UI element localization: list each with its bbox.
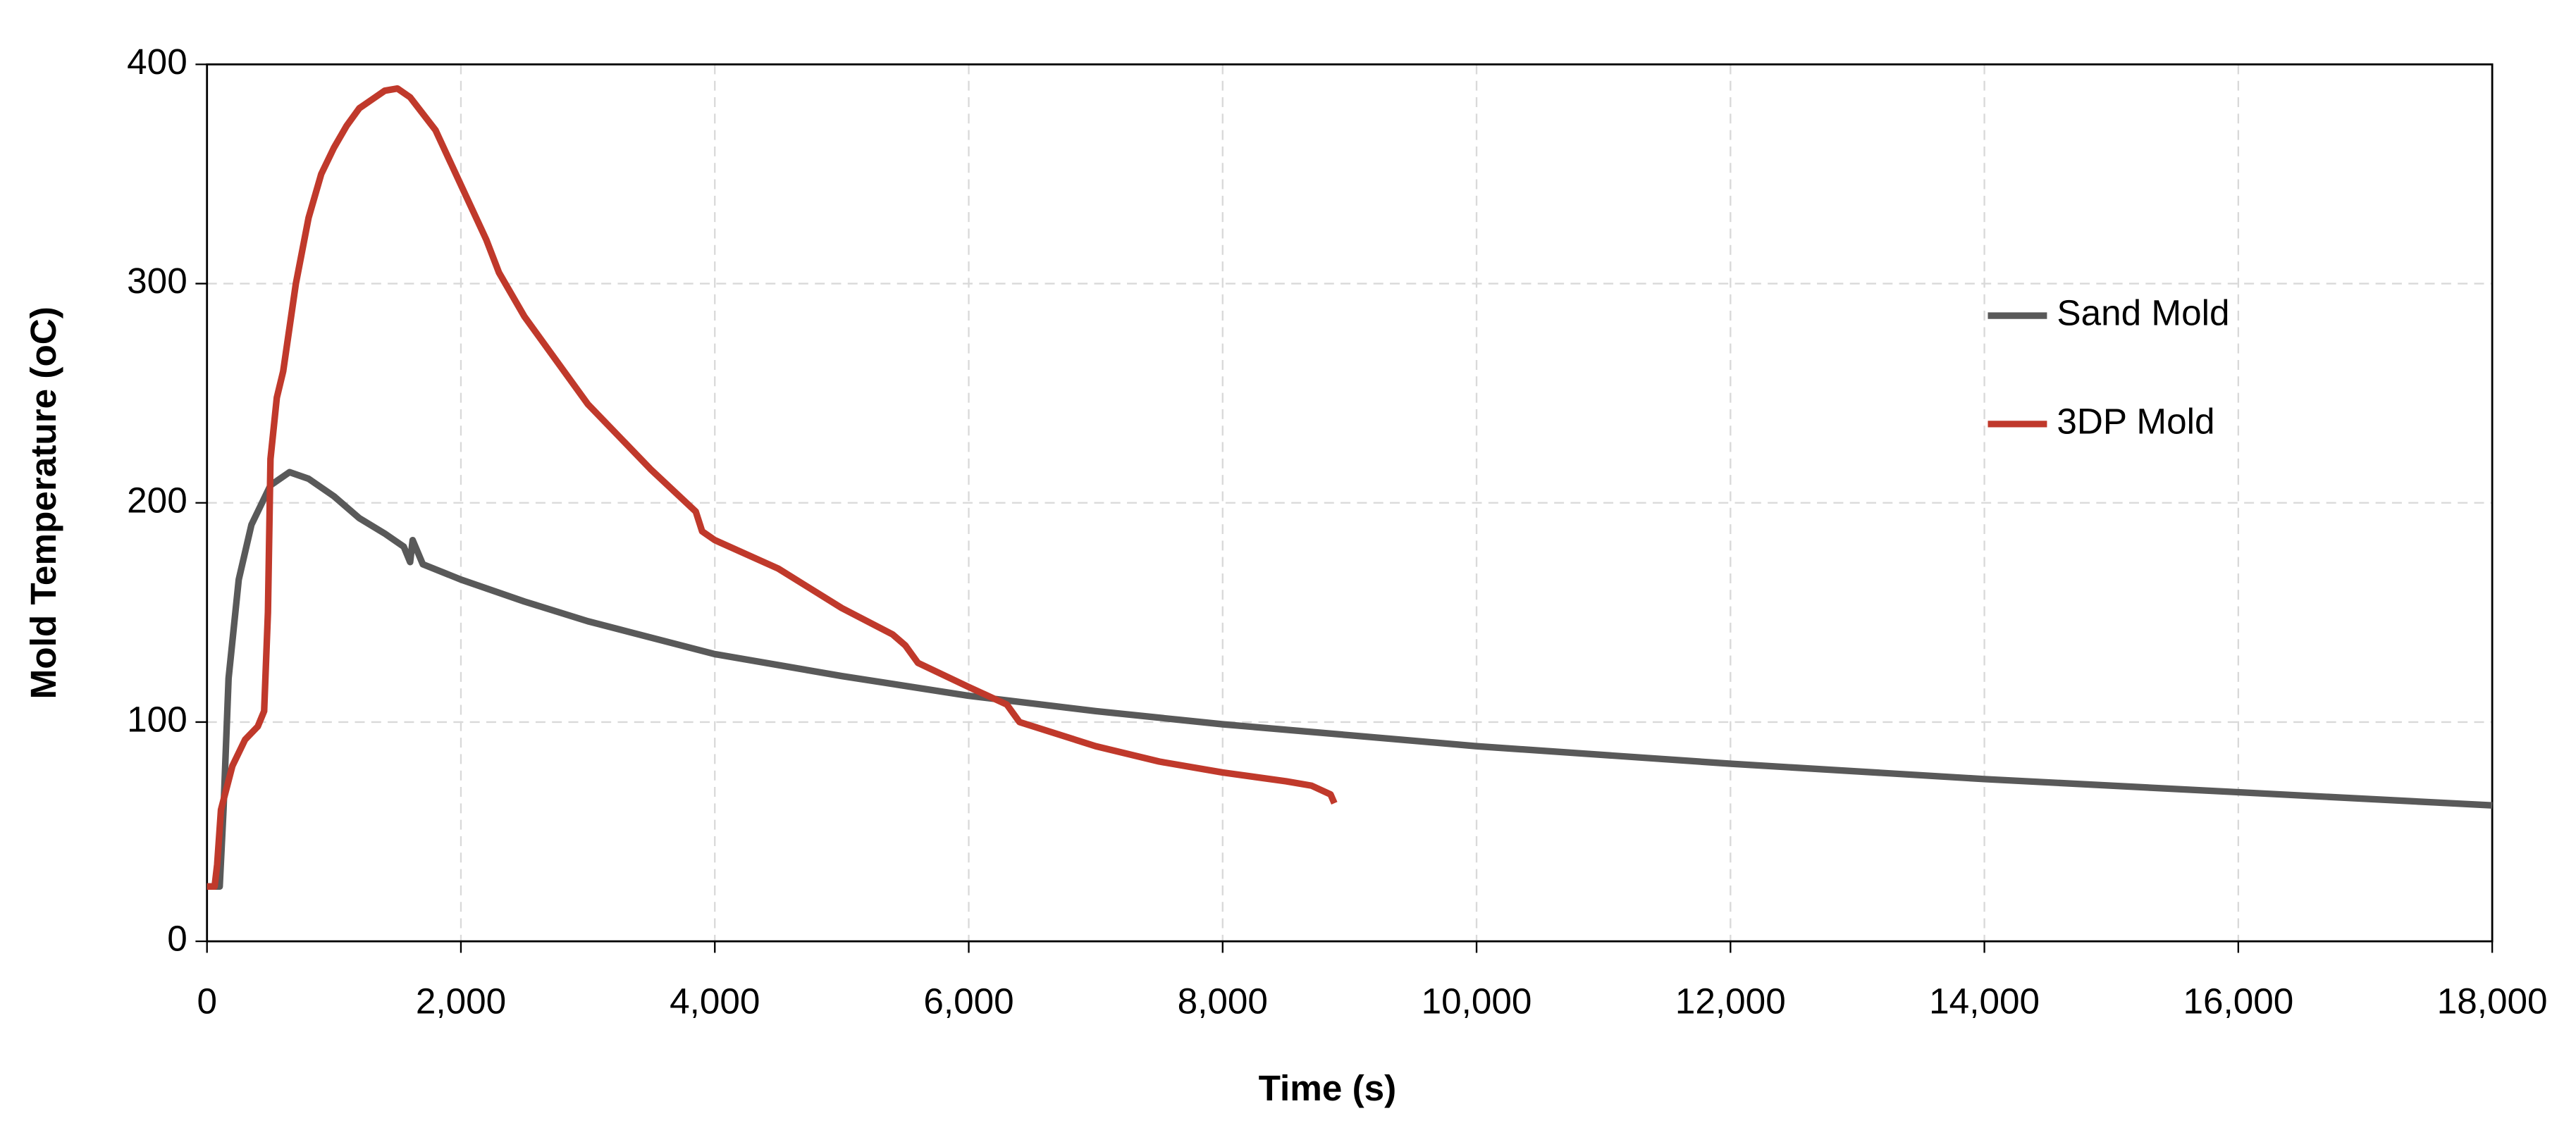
y-tick-label: 400 [127, 42, 187, 82]
x-tick-label: 2,000 [416, 981, 506, 1021]
x-tick-label: 8,000 [1178, 981, 1268, 1021]
y-axis-label: Mold Temperature (oC) [23, 306, 63, 699]
y-tick-label: 100 [127, 699, 187, 739]
x-tick-label: 12,000 [1675, 981, 1786, 1021]
x-tick-label: 0 [197, 981, 217, 1021]
y-tick-label: 300 [127, 261, 187, 301]
x-tick-label: 18,000 [2437, 981, 2548, 1021]
plot-frame [206, 63, 2494, 943]
x-tick-label: 16,000 [2183, 981, 2293, 1021]
x-axis-label: Time (s) [1259, 1068, 1397, 1108]
legend-label: Sand Mold [2057, 293, 2229, 333]
x-tick-label: 10,000 [1422, 981, 1532, 1021]
data-line [207, 468, 2493, 890]
legend-label: 3DP Mold [2057, 401, 2214, 441]
y-tick-label: 0 [167, 919, 187, 959]
x-tick-label: 14,000 [1929, 981, 2040, 1021]
y-tick-label: 200 [127, 480, 187, 520]
x-tick-label: 4,000 [670, 981, 760, 1021]
data-line [207, 85, 1338, 890]
x-tick-label: 6,000 [923, 981, 1013, 1021]
